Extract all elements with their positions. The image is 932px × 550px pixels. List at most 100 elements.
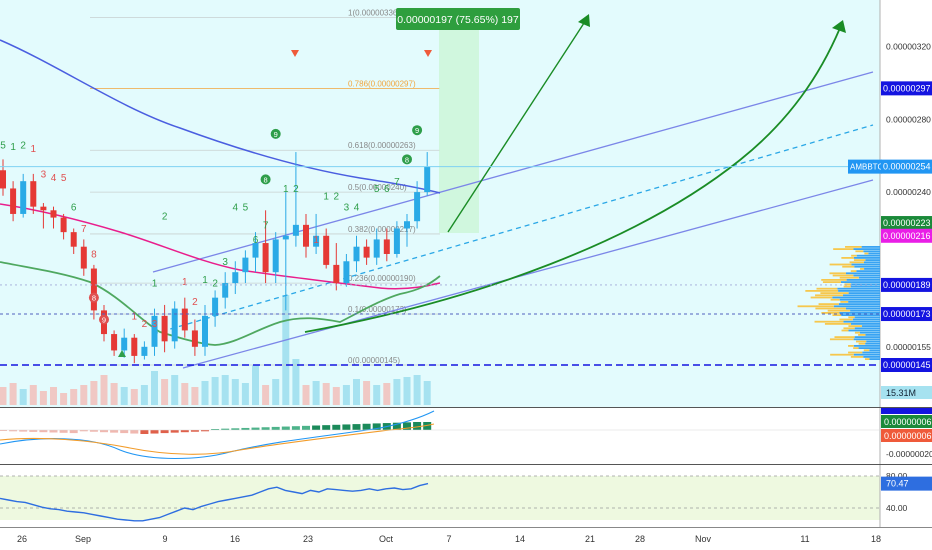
candle-body[interactable]: [292, 224, 299, 236]
candle-body[interactable]: [151, 315, 158, 347]
profile-bar-blue: [854, 316, 880, 319]
candle-body[interactable]: [323, 235, 330, 265]
candle-body[interactable]: [70, 232, 77, 247]
volume-bars: [0, 295, 431, 405]
sequential-count: 6: [384, 184, 390, 195]
profile-bar-blue: [845, 272, 880, 275]
candle-body[interactable]: [222, 283, 229, 298]
fib-retracement[interactable]: 1.618(0.00000458)1.382(0.00000409)1.236(…: [90, 0, 878, 366]
candle-body[interactable]: [272, 239, 279, 273]
count-circle-label: 9: [274, 130, 278, 139]
macd-histogram-bar: [271, 426, 280, 430]
parabolic-curve[interactable]: [304, 14, 846, 333]
candle-body[interactable]: [343, 261, 350, 284]
time-tick-label: 11: [800, 534, 809, 544]
candle-body[interactable]: [353, 246, 360, 262]
macd-histogram-bar: [150, 430, 159, 434]
candle-body[interactable]: [121, 337, 128, 351]
profile-bar-yellow: [845, 246, 862, 248]
profile-bar-blue: [837, 287, 880, 290]
sequential-count: 2: [293, 184, 299, 195]
candles[interactable]: [0, 152, 431, 364]
profile-bar-blue: [863, 356, 880, 358]
time-axis-bg: [0, 527, 932, 550]
candle-body[interactable]: [40, 206, 47, 211]
fib-level-label: 0(0.00000145): [348, 356, 400, 365]
volume-bar: [231, 379, 239, 405]
profile-bar-yellow: [855, 340, 867, 343]
candle-body[interactable]: [404, 221, 410, 229]
volume-bar: [342, 385, 350, 405]
price-badges: 0.000004580.00000297AMBBTC0.000002540.00…: [848, 81, 932, 372]
count-circle: [412, 125, 423, 136]
rsi-band: [0, 476, 880, 520]
candle-body[interactable]: [333, 264, 340, 284]
macd-histogram-bar: [372, 423, 381, 430]
candle-body[interactable]: [383, 239, 390, 254]
price-badge-box: [881, 358, 932, 372]
candle-body[interactable]: [90, 268, 97, 311]
candle-body[interactable]: [363, 246, 370, 258]
profile-bar-yellow: [843, 285, 851, 288]
macd-histogram-bar: [160, 430, 169, 434]
candle-body[interactable]: [373, 239, 380, 258]
candle-body[interactable]: [252, 243, 259, 258]
macd-histogram-bar: [312, 425, 321, 430]
rsi-line: [0, 482, 429, 522]
profile-bar-blue: [854, 265, 880, 268]
candle-body[interactable]: [131, 337, 138, 356]
profile-bar-yellow: [815, 307, 846, 310]
candle-body[interactable]: [60, 217, 67, 233]
candle-body[interactable]: [303, 224, 309, 247]
price-badge-box: [881, 159, 932, 174]
sequential-count: 2: [192, 297, 198, 308]
candle-body[interactable]: [111, 334, 118, 351]
candle-body[interactable]: [212, 297, 219, 316]
candle-body[interactable]: [262, 243, 269, 273]
profile-bar-yellow: [853, 259, 866, 261]
channel-upper-line[interactable]: [152, 71, 874, 273]
candle-body[interactable]: [80, 246, 87, 269]
candle-body[interactable]: [232, 272, 239, 284]
profile-bar-yellow: [830, 353, 854, 356]
sequential-count: 3: [344, 202, 350, 213]
candle-body[interactable]: [393, 228, 400, 254]
signal-badge: 0.00000006: [884, 431, 932, 441]
candle-body[interactable]: [313, 235, 320, 247]
candle-body[interactable]: [30, 181, 37, 207]
sequential-count: 2: [142, 319, 148, 330]
macd-histogram-bar: [180, 430, 189, 433]
candle-body[interactable]: [191, 330, 198, 347]
candle-body[interactable]: [171, 308, 178, 342]
profile-bar-yellow: [824, 323, 851, 325]
candle-body[interactable]: [10, 188, 17, 214]
count-circle-label: 9: [102, 316, 106, 325]
macd-histogram-bar: [140, 430, 149, 434]
projection-box[interactable]: 0.00000197 (75.65%) 197: [396, 8, 520, 233]
parabolic-curve-line[interactable]: [304, 27, 841, 333]
candle-body[interactable]: [141, 346, 148, 356]
candle-body[interactable]: [20, 181, 27, 214]
count-circle-label: 8: [92, 294, 96, 303]
trend-drawings[interactable]: [152, 71, 874, 369]
profile-bar-blue: [853, 345, 880, 347]
macd-histogram-bar: [170, 430, 179, 433]
candle-body[interactable]: [424, 166, 431, 193]
profile-bar-blue: [866, 340, 880, 343]
channel-lower-line[interactable]: [182, 179, 874, 369]
candle-body[interactable]: [161, 315, 168, 342]
count-circle-label: 8: [405, 155, 409, 164]
channel-mid-line[interactable]: [152, 124, 874, 335]
candle-body[interactable]: [0, 170, 6, 189]
candle-body[interactable]: [50, 210, 57, 218]
candle-body[interactable]: [414, 192, 421, 222]
candle-body[interactable]: [202, 315, 208, 347]
projection-arrow-line[interactable]: [447, 19, 587, 233]
profile-bar-yellow: [863, 349, 870, 352]
candle-body[interactable]: [242, 257, 249, 273]
sequential-count: 8: [91, 250, 97, 261]
candle-body[interactable]: [181, 308, 188, 331]
candle-body[interactable]: [282, 235, 289, 240]
